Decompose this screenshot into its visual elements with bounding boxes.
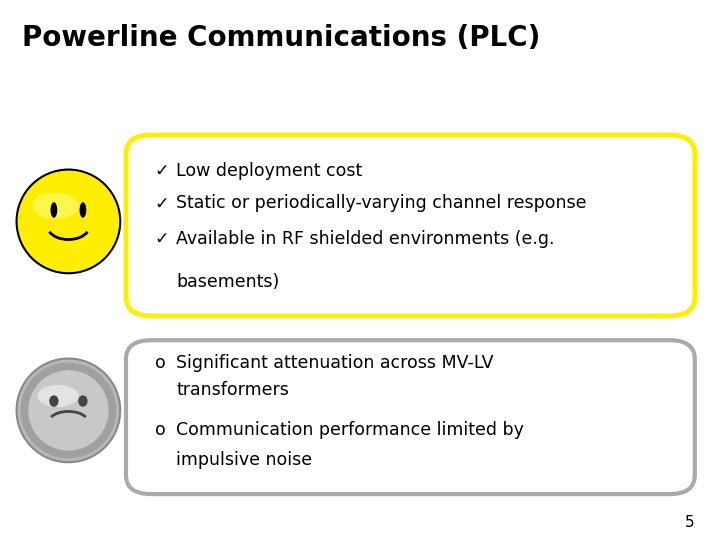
Ellipse shape [20,362,117,458]
Text: o: o [155,421,166,439]
Text: 5: 5 [685,515,695,530]
Text: ✓: ✓ [155,194,169,212]
Text: Communication performance limited by: Communication performance limited by [176,421,524,439]
Ellipse shape [79,202,86,218]
FancyBboxPatch shape [126,340,695,494]
Text: transformers: transformers [176,381,289,399]
Text: Available in RF shielded environments (e.g.: Available in RF shielded environments (e… [176,230,555,247]
Ellipse shape [32,193,78,219]
Ellipse shape [17,170,120,273]
Text: Significant attenuation across MV-LV: Significant attenuation across MV-LV [176,354,494,372]
Text: ✓: ✓ [155,230,169,247]
Text: Powerline Communications (PLC): Powerline Communications (PLC) [22,24,540,52]
Ellipse shape [37,385,78,407]
Text: ✓: ✓ [155,162,169,180]
Ellipse shape [28,370,109,450]
Ellipse shape [50,202,58,218]
Ellipse shape [17,359,120,462]
Text: Static or periodically-varying channel response: Static or periodically-varying channel r… [176,194,587,212]
Text: Low deployment cost: Low deployment cost [176,162,363,180]
Ellipse shape [49,395,58,407]
FancyBboxPatch shape [126,135,695,316]
Text: o: o [155,354,166,372]
Text: basements): basements) [176,273,279,291]
Ellipse shape [78,395,88,407]
Text: impulsive noise: impulsive noise [176,451,312,469]
